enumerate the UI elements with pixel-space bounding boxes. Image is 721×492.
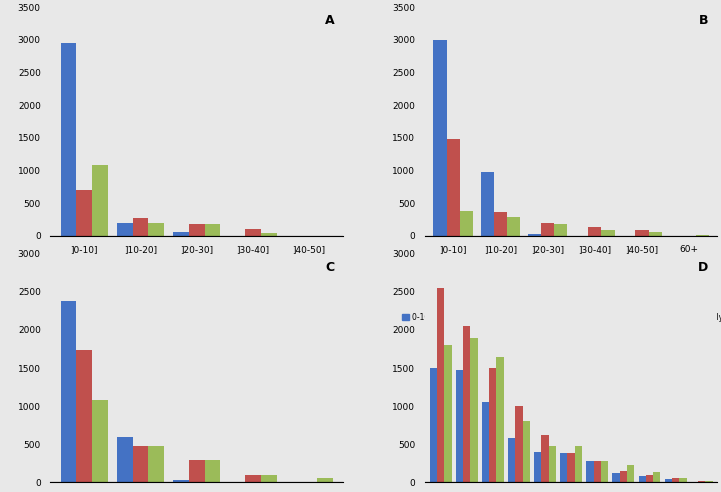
Bar — [470, 338, 477, 482]
Bar — [117, 437, 133, 482]
Bar — [646, 475, 653, 482]
Bar — [456, 369, 463, 482]
Bar — [560, 453, 567, 482]
Bar — [620, 471, 627, 482]
Bar — [261, 475, 277, 482]
Bar — [61, 43, 76, 236]
Bar — [567, 453, 575, 482]
Bar — [61, 301, 76, 482]
Bar — [189, 460, 205, 482]
Bar — [261, 233, 277, 236]
Text: A: A — [324, 14, 335, 27]
Bar — [648, 232, 662, 236]
Bar — [173, 232, 189, 236]
Bar — [189, 224, 205, 236]
Bar — [639, 476, 646, 482]
Bar — [528, 234, 541, 236]
Bar — [494, 212, 507, 236]
Bar — [317, 478, 333, 482]
Bar — [205, 460, 221, 482]
Bar — [601, 230, 614, 236]
Bar — [463, 326, 470, 482]
Bar — [173, 480, 189, 482]
Bar — [653, 472, 660, 482]
Bar — [541, 435, 549, 482]
Bar — [679, 478, 686, 482]
Bar — [149, 223, 164, 236]
Bar — [76, 190, 92, 236]
Bar — [92, 165, 108, 236]
Text: D: D — [699, 261, 709, 274]
Bar — [92, 400, 108, 482]
Bar — [133, 446, 149, 482]
Bar — [508, 438, 516, 482]
Bar — [696, 235, 709, 236]
Bar — [76, 350, 92, 482]
Bar — [672, 478, 679, 482]
Legend: 0-10 years old neem, 10-20 years old neem, 20+ years old neem: 0-10 years old neem, 10-20 years old nee… — [58, 312, 335, 321]
Bar — [665, 479, 672, 482]
Bar — [705, 481, 712, 482]
Bar — [133, 218, 149, 236]
Bar — [444, 345, 451, 482]
Bar — [588, 226, 601, 236]
Bar — [549, 446, 556, 482]
X-axis label: Size-class diameter: Size-class diameter — [520, 257, 622, 267]
Bar — [554, 223, 567, 236]
Bar — [245, 475, 261, 482]
Bar — [698, 481, 705, 482]
X-axis label: Size-class diameter: Size-class diameter — [146, 257, 248, 267]
Bar — [446, 139, 460, 236]
Bar — [601, 461, 609, 482]
Bar — [482, 402, 489, 482]
Bar — [523, 421, 530, 482]
Legend: 0-10 years old eucalyptus, 10-20 years old eucalyptus, 20+ years old eucalyptus: 0-10 years old eucalyptus, 10-20 years o… — [402, 312, 721, 321]
Bar — [586, 461, 593, 482]
Bar — [534, 453, 541, 482]
Bar — [489, 368, 497, 482]
Bar — [635, 230, 648, 236]
Bar — [460, 211, 473, 236]
Bar — [612, 473, 620, 482]
Bar — [593, 461, 601, 482]
Bar — [497, 357, 504, 482]
Bar — [245, 229, 261, 236]
Bar — [117, 223, 133, 236]
Bar — [149, 446, 164, 482]
Bar — [205, 223, 221, 236]
Bar — [627, 465, 634, 482]
Bar — [430, 368, 437, 482]
Bar — [437, 288, 444, 482]
Bar — [541, 223, 554, 236]
Bar — [575, 446, 582, 482]
Bar — [516, 406, 523, 482]
Bar — [481, 172, 494, 236]
Bar — [433, 40, 446, 236]
Text: C: C — [325, 261, 335, 274]
Bar — [507, 217, 520, 236]
Text: B: B — [699, 14, 709, 27]
